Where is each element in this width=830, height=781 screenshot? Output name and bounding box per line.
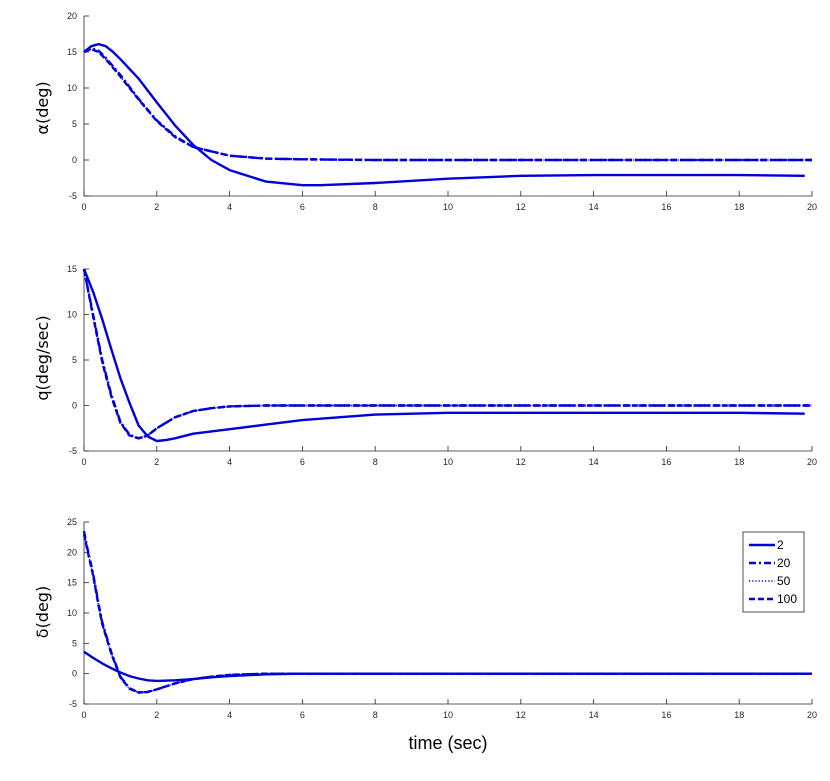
series-line-20 <box>82 530 812 694</box>
legend: 2 20 50 100 <box>742 531 805 613</box>
x-tick-label: 16 <box>661 202 671 212</box>
y-axis-label: α(deg) <box>33 81 52 134</box>
y-tick-label: -5 <box>69 446 77 456</box>
x-axis-label: time (sec) <box>408 733 487 753</box>
y-tick-label: 15 <box>67 264 77 274</box>
x-tick-label: 0 <box>81 710 86 720</box>
x-tick-label: 8 <box>373 457 378 467</box>
x-tick-label: 8 <box>373 710 378 720</box>
x-tick-label: 10 <box>443 202 453 212</box>
legend-label-100: 100 <box>777 592 797 606</box>
x-tick-label: 6 <box>300 457 305 467</box>
y-tick-label: 0 <box>72 401 77 411</box>
y-tick-label: 0 <box>72 669 77 679</box>
x-tick-label: 12 <box>516 457 526 467</box>
series-line-2 <box>83 42 805 187</box>
y-axis-label: δ(deg) <box>33 586 52 638</box>
y-tick-label: 15 <box>67 47 77 57</box>
y-tick-label: 5 <box>72 638 77 648</box>
x-tick-label: 4 <box>227 710 232 720</box>
legend-label-2: 2 <box>777 538 784 552</box>
y-tick-label: 10 <box>67 83 77 93</box>
y-tick-label: 15 <box>67 578 77 588</box>
x-tick-label: 6 <box>300 202 305 212</box>
x-tick-label: 12 <box>516 710 526 720</box>
x-tick-label: 0 <box>81 457 86 467</box>
series-line-100 <box>82 268 812 440</box>
series-line-50 <box>83 533 812 694</box>
y-tick-label: -5 <box>69 699 77 709</box>
series-line-100 <box>82 533 812 694</box>
subplot-3: 0 2 4 6 8 10 12 14 16 18 20 -5 0 5 10 15 20 25 δ(deg) time … <box>33 517 817 753</box>
x-tick-label: 18 <box>734 710 744 720</box>
x-tick-label: 10 <box>443 710 453 720</box>
y-tick-label: -5 <box>69 191 77 201</box>
x-tick-label: 16 <box>661 457 671 467</box>
x-tick-label: 20 <box>807 457 817 467</box>
y-tick-label: 5 <box>72 355 77 365</box>
x-tick-label: 18 <box>734 457 744 467</box>
y-tick-label: 5 <box>72 119 77 129</box>
series-line-2 <box>82 268 805 443</box>
y-tick-label: 10 <box>67 310 77 320</box>
y-tick-label: 0 <box>72 155 77 165</box>
x-tick-label: 2 <box>154 202 159 212</box>
x-tick-label: 4 <box>227 457 232 467</box>
subplot-2: 0 2 4 6 8 10 12 14 16 18 20 -5 0 5 10 15 q(deg/sec) <box>33 264 817 467</box>
x-tick-label: 2 <box>154 710 159 720</box>
y-axis-label: q(deg/sec) <box>33 315 52 400</box>
x-tick-label: 20 <box>807 202 817 212</box>
x-tick-label: 14 <box>589 710 599 720</box>
y-tick-label: 20 <box>67 11 77 21</box>
x-tick-label: 14 <box>589 202 599 212</box>
x-tick-label: 16 <box>661 710 671 720</box>
subplot-1: 0 2 4 6 8 10 12 14 16 18 20 -5 0 5 10 15 20 α(deg) <box>33 11 817 212</box>
x-tick-label: 0 <box>81 202 86 212</box>
y-tick-label: 25 <box>67 517 77 527</box>
legend-label-50: 50 <box>777 574 791 588</box>
legend-label-20: 20 <box>777 556 791 570</box>
x-tick-label: 20 <box>807 710 817 720</box>
x-tick-label: 14 <box>589 457 599 467</box>
x-tick-label: 2 <box>154 457 159 467</box>
x-tick-label: 12 <box>516 202 526 212</box>
y-tick-label: 10 <box>67 608 77 618</box>
series-line-100 <box>83 47 812 162</box>
y-tick-label: 20 <box>67 547 77 557</box>
series-line-2 <box>83 650 812 683</box>
x-tick-label: 4 <box>227 202 232 212</box>
x-tick-label: 8 <box>373 202 378 212</box>
x-tick-label: 18 <box>734 202 744 212</box>
x-tick-label: 6 <box>300 710 305 720</box>
x-tick-label: 10 <box>443 457 453 467</box>
